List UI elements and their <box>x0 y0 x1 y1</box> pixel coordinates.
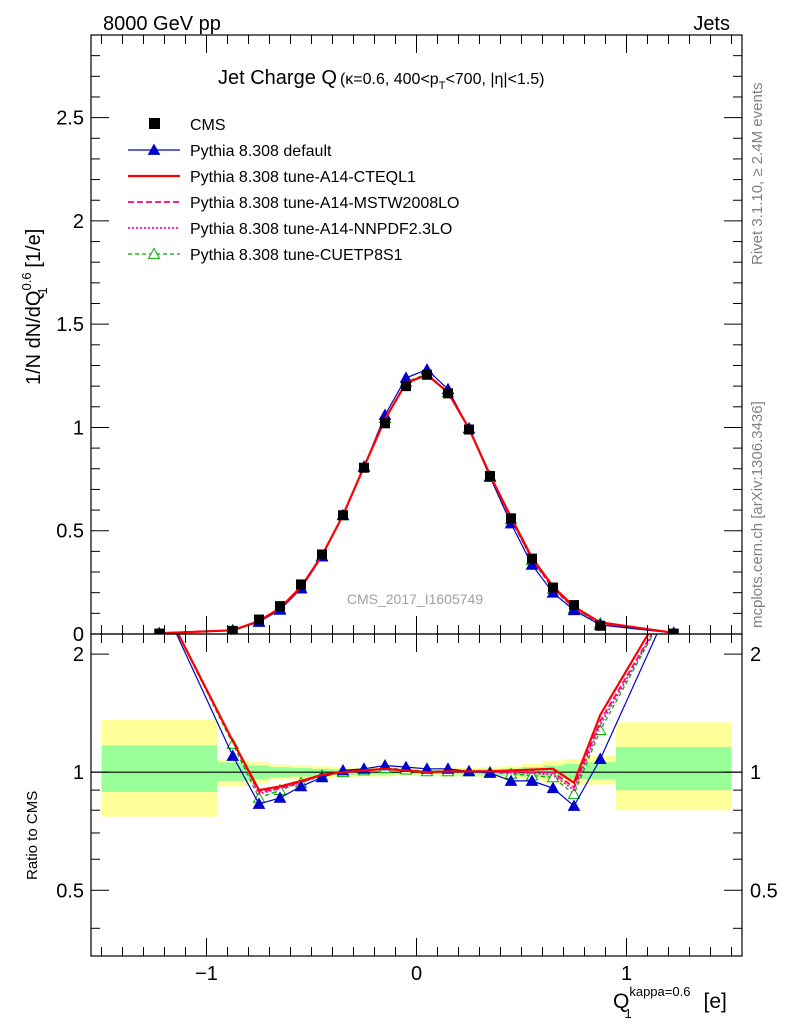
cms-data-point <box>595 620 606 631</box>
y-tick-label-main: 1.5 <box>56 314 84 336</box>
marker-default <box>483 766 497 778</box>
cms-data-point <box>506 513 516 524</box>
main-series-group <box>154 363 679 634</box>
legend-marker-cms <box>149 118 160 129</box>
marker-default <box>154 591 165 601</box>
header-left: 8000 GeV pp <box>103 13 221 35</box>
cms-data-point <box>464 424 474 435</box>
marker-default <box>252 797 266 809</box>
cms-data-point <box>527 553 537 564</box>
marker-default <box>567 799 581 811</box>
ylabel-sub: 1 <box>35 287 50 294</box>
title-main: Jet Charge Q <box>218 67 337 89</box>
series-line-default <box>175 634 658 807</box>
marker-default <box>546 781 560 794</box>
legend: CMS Pythia 8.308 default Pythia 8.308 tune… <box>128 117 459 264</box>
cms-data-point <box>380 418 390 429</box>
cms-data-point <box>668 628 679 634</box>
ylabel-a: 1/N dN/dQ <box>23 291 45 385</box>
band-inner-bin <box>101 745 217 793</box>
marker-default <box>525 774 539 786</box>
legend-label-cms: CMS <box>190 117 226 134</box>
x-tick-label: 0 <box>411 963 422 985</box>
main-y-label: 1/N dN/dQ0.61 [1/e] <box>19 229 50 385</box>
y-tick-label-main: 0.5 <box>56 521 84 543</box>
title-sub-sub: T <box>439 80 446 92</box>
legend-label-a14cteql1: Pythia 8.308 tune-A14-CTEQL1 <box>190 169 416 186</box>
y-tick-label-main: 0 <box>73 624 84 646</box>
legend-marker-cuetp8s1 <box>147 247 161 259</box>
ylabel-sup: 0.6 <box>19 272 34 290</box>
xlabel-b: [e] <box>698 990 727 1013</box>
legend-marker-default <box>147 143 161 155</box>
rivet-label: Rivet 3.1.10, ≥ 2.4M events <box>749 83 766 266</box>
y-tick-label-ratio-right: 1 <box>750 762 761 784</box>
x-axis-label: Qkappa=0.6 1 [e] <box>613 984 727 1021</box>
x-tick-label: 1 <box>621 963 632 985</box>
band-inner-bin <box>584 762 616 780</box>
legend-label-default: Pythia 8.308 default <box>190 143 332 160</box>
cms-data-point <box>422 369 432 380</box>
y-tick-label-main: 2.5 <box>56 108 84 130</box>
marker-default <box>294 779 308 792</box>
legend-label-cuetp8s1: Pythia 8.308 tune-CUETP8S1 <box>190 247 403 264</box>
marker-cuetp8s1 <box>668 591 679 601</box>
header-right: Jets <box>693 13 730 35</box>
marker-default <box>273 791 287 803</box>
marker-cuetp8s1 <box>154 591 165 601</box>
main-frame <box>90 34 743 635</box>
marker-default <box>593 752 607 764</box>
marker-cuetp8s1 <box>567 787 581 799</box>
marker-default <box>315 770 329 783</box>
y-tick-label-ratio: 0.5 <box>56 880 84 902</box>
axis-ticks <box>91 35 742 956</box>
title-sub-tail: <700, |η|<1.5) <box>445 71 544 88</box>
xlabel-sub: 1 <box>624 1006 631 1021</box>
x-tick-label: −1 <box>195 963 218 985</box>
y-tick-label-main: 1 <box>73 417 84 439</box>
y-tick-label-ratio: 1 <box>73 762 84 784</box>
xlabel-a: Q <box>613 990 629 1013</box>
watermark: CMS_2017_I1605749 <box>347 591 483 607</box>
cms-data-point <box>359 462 369 473</box>
series-line-a14cteql1 <box>177 634 650 792</box>
ratio-y-label: Ratio to CMS <box>24 791 41 880</box>
marker-default <box>504 774 518 786</box>
marker-default <box>525 558 539 570</box>
legend-label-a14nnpdf: Pythia 8.308 tune-A14-NNPDF2.3LO <box>190 221 452 238</box>
cms-data-point <box>154 628 165 634</box>
y-tick-label-ratio-right: 0.5 <box>750 880 778 902</box>
band-inner-bin <box>616 746 732 791</box>
mcplots-label: mcplots.cern.ch [arXiv:1306.3436] <box>749 401 766 628</box>
cms-data-point <box>338 510 348 521</box>
cms-data-point <box>443 388 453 399</box>
cms-data-point <box>401 381 411 392</box>
marker-default <box>668 591 679 601</box>
cms-data-point <box>548 582 558 593</box>
axis-tick-labels: −1 0 1 0 0.5 1 1.5 2 2.5 0.5 0.5 1 1 2 2 <box>56 108 778 985</box>
legend-label-a14mstw: Pythia 8.308 tune-A14-MSTW2008LO <box>190 195 459 212</box>
cms-data-point <box>317 549 327 560</box>
cms-data-point <box>296 579 306 590</box>
cms-data-point <box>227 625 238 634</box>
y-tick-label-ratio-right: 2 <box>750 644 761 666</box>
y-tick-label-ratio: 2 <box>73 644 84 666</box>
cms-data-point <box>254 614 264 625</box>
y-tick-label-main: 2 <box>73 211 84 233</box>
cms-data-point <box>275 601 285 612</box>
cms-data-point <box>485 470 495 481</box>
plot-title: Jet Charge Q (κ=0.6, 400<pT<700, |η|<1.5) <box>218 67 545 92</box>
cms-data-point <box>569 600 579 611</box>
marker-default <box>226 749 240 761</box>
title-sub: (κ=0.6, 400<p <box>340 71 439 88</box>
ratio-series-group <box>154 591 679 811</box>
ylabel-b: [1/e] <box>23 229 45 273</box>
xlabel-sup: kappa=0.6 <box>629 984 690 999</box>
